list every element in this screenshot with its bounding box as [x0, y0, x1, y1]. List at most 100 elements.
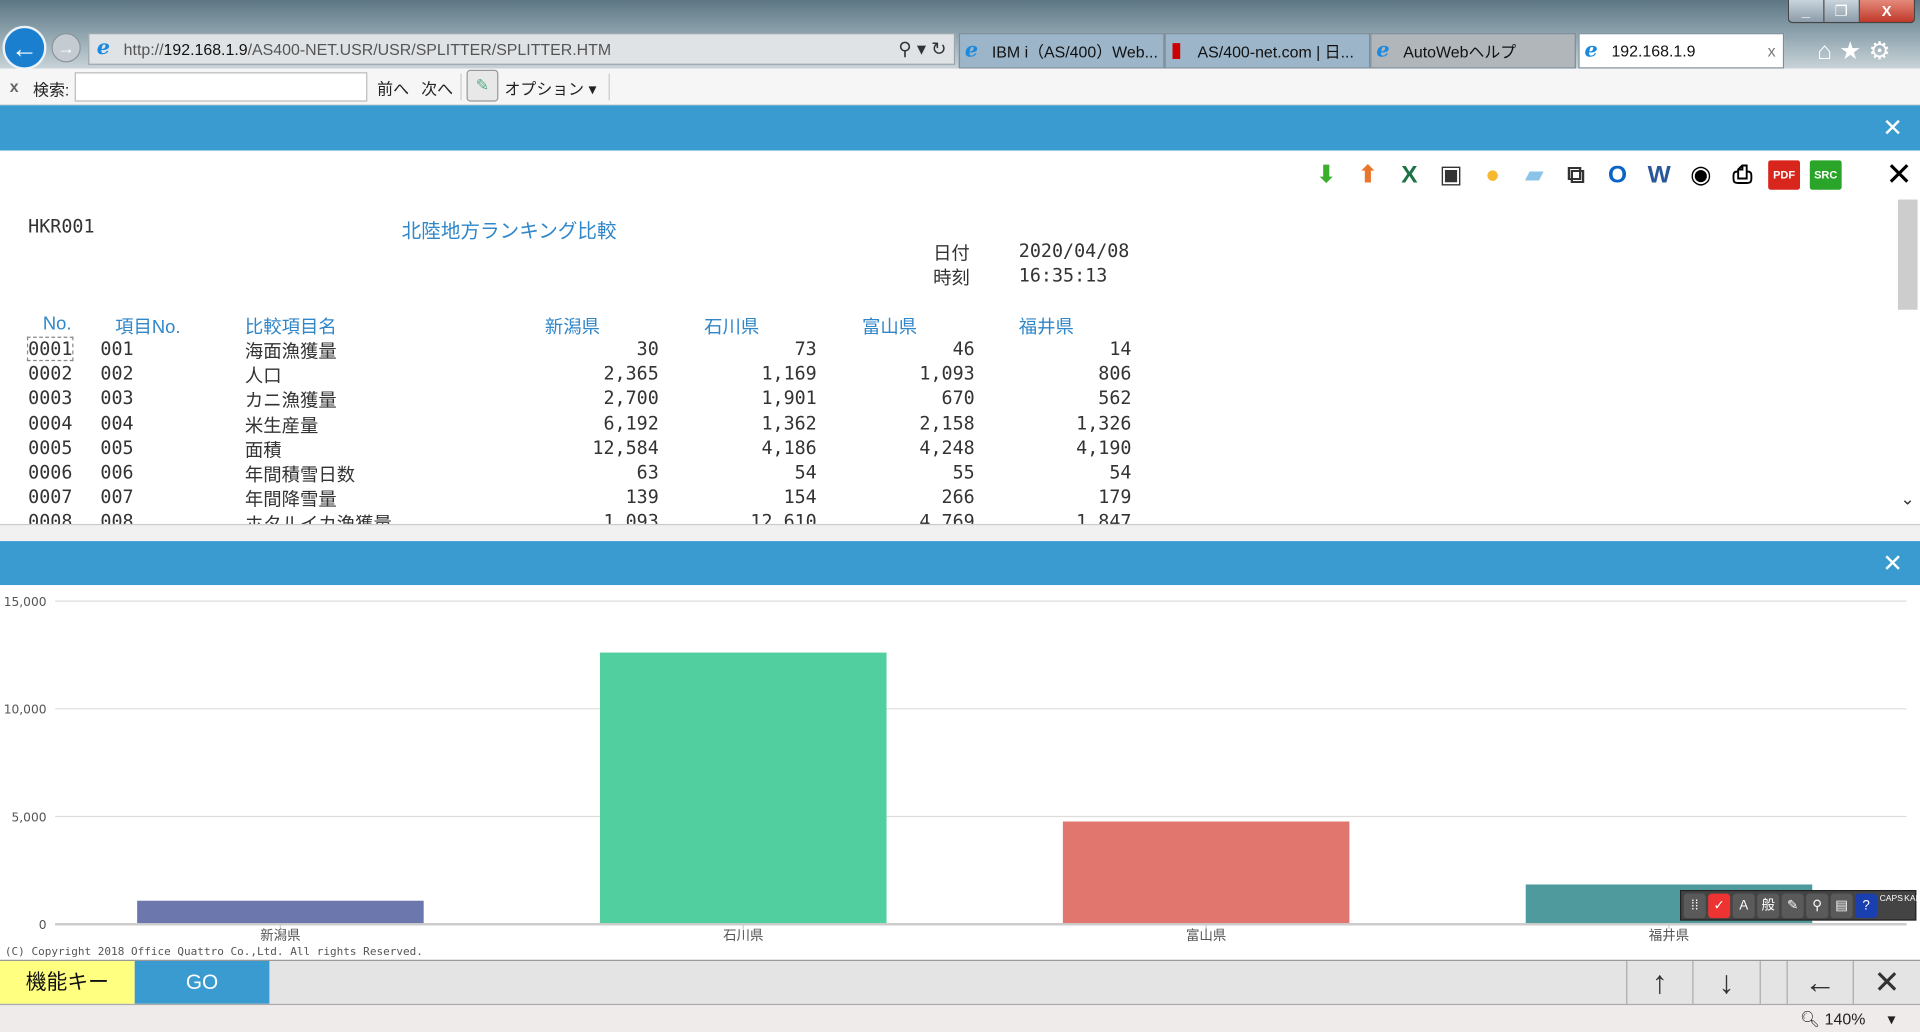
col-header-toyama: 富山県 [862, 317, 918, 338]
exit-button[interactable]: ✕ [1852, 960, 1920, 1004]
table-row[interactable]: 0002 002 人口 2,365 1,169 1,093 806 [0, 363, 1225, 387]
cell: 1,326 [1076, 412, 1132, 435]
close-window-button[interactable]: X [1859, 0, 1914, 23]
cell: 1,901 [761, 387, 817, 410]
page-up-button[interactable]: ↑ [1626, 960, 1692, 1004]
search-refresh-icons[interactable]: ⚲ ▾ ↻ [898, 39, 947, 60]
cell: 562 [1098, 387, 1132, 410]
ime-button[interactable]: 般 [1757, 893, 1780, 918]
url-prefix: http:// [123, 39, 164, 59]
forward-button[interactable]: → [51, 33, 81, 63]
ime-button[interactable]: ⚲ [1806, 893, 1829, 918]
cell: 266 [941, 486, 975, 509]
cell: 179 [1098, 486, 1132, 509]
scrollbar-thumb[interactable] [1897, 199, 1918, 310]
col-header-fukui: 福井県 [1018, 317, 1074, 338]
cell: 0004 [28, 412, 73, 435]
image-monitor-icon[interactable]: ▣ [1439, 161, 1463, 189]
find-next-button[interactable]: 次へ [421, 79, 454, 98]
close-chart-panel-icon[interactable]: ✕ [1882, 550, 1903, 578]
tab-label: AS/400-net.com | 日... [1197, 42, 1354, 62]
excel-icon[interactable]: X [1401, 161, 1418, 189]
table-row[interactable]: 0007 007 年間降雪量 139 154 266 179 [0, 486, 1225, 510]
home-favorites-settings-icons[interactable]: ⌂★⚙ [1817, 37, 1898, 65]
src-icon[interactable]: SRC [1809, 160, 1842, 190]
palette-icon[interactable]: ● [1485, 161, 1501, 189]
y-tick-label: 10,000 [4, 703, 47, 717]
url-path: /AS400-NET.USR/USR/SPLITTER/SPLITTER.HTM [247, 39, 612, 59]
y-tick-label: 0 [39, 918, 47, 932]
report-panel-header: ✕ [0, 105, 1920, 151]
vertical-scrollbar[interactable]: ⌄ [1895, 187, 1920, 524]
cell: 2,365 [603, 362, 659, 385]
close-icon[interactable]: ✕ [1885, 155, 1913, 193]
tab-as400net[interactable]: ▮ AS/400-net.com | 日... [1164, 33, 1371, 69]
time-value: 16:35:13 [1018, 264, 1108, 287]
find-options-button[interactable]: オプション ▾ [504, 79, 597, 98]
back-button[interactable]: ← [2, 25, 47, 70]
cell: 12,610 [750, 510, 817, 524]
table-row[interactable]: 0001 001 海面漁獲量 30 73 46 14 [0, 336, 1225, 362]
pdf-icon[interactable]: PDF [1768, 160, 1801, 190]
tab-strip: e IBM i（AS/400）Web... ▮ AS/400-net.com | 日… [958, 33, 1785, 69]
cell: 人口 [244, 365, 282, 388]
ime-caps: CAPS [1879, 894, 1903, 903]
ime-button[interactable]: ⁞⁞ [1683, 893, 1706, 918]
table-row[interactable]: 0008 008 ホタルイカ漁獲量 1,093 12,610 4,769 1,847 [0, 511, 1225, 524]
url-host: 192.168.1.9 [163, 39, 248, 59]
cell: 139 [625, 486, 659, 509]
printer-icon[interactable]: ⎙ [1732, 161, 1753, 189]
cell: 米生産量 [244, 414, 319, 437]
back-button[interactable]: ← [1786, 960, 1853, 1004]
scroll-down-icon[interactable]: ⌄ [1900, 488, 1915, 509]
cell: 4,248 [919, 436, 975, 459]
find-close-icon[interactable]: x [9, 77, 19, 96]
restore-button[interactable]: ❐ [1824, 0, 1860, 23]
cell: 年間積雪日数 [244, 463, 356, 487]
tab-close-icon[interactable]: x [1767, 41, 1776, 60]
ime-button[interactable]: A [1732, 893, 1755, 918]
cell: 0002 [28, 362, 73, 385]
ime-button[interactable]: ? [1855, 893, 1878, 918]
cell: 806 [1098, 362, 1132, 385]
notepad-icon[interactable]: ▰ [1524, 161, 1544, 189]
cell: 4,769 [919, 510, 975, 524]
col-header-niigata: 新潟県 [544, 317, 601, 338]
bar-chart: 0 5,000 10,000 15,000 新潟県 石川県 富山県 福井県 [4, 595, 1907, 944]
cell: 008 [100, 510, 134, 524]
tab-autoweb-help[interactable]: e AutoWebヘルプ [1370, 33, 1576, 69]
camera-icon[interactable]: ◉ [1690, 161, 1712, 189]
date-label: 日付 [933, 242, 970, 265]
cell: 1,093 [603, 510, 659, 524]
ie-icon: e [1584, 37, 1598, 62]
cell: 1,362 [761, 412, 817, 435]
copy-icon[interactable]: ⧉ [1567, 161, 1585, 189]
find-input[interactable] [74, 72, 368, 102]
report-toolbar: ⬇ ⬆ X ▣ ● ▰ ⧉ O W ◉ ⎙ PDF SRC [1310, 160, 1842, 190]
table-row[interactable]: 0004 004 米生産量 6,192 1,362 2,158 1,326 [0, 412, 1225, 436]
page-down-button[interactable]: ↓ [1692, 960, 1759, 1004]
ie-icon: e [96, 35, 110, 60]
zoom-level[interactable]: 🔍︎ 140% ▾ [1800, 1009, 1896, 1029]
download-icon[interactable]: ⬇ [1315, 161, 1337, 189]
address-bar[interactable]: e http://192.168.1.9/AS400-NET.USR/USR/S… [88, 33, 956, 65]
ime-button[interactable]: ✎ [1781, 893, 1804, 918]
outlook-icon[interactable]: O [1608, 161, 1628, 189]
ime-button[interactable]: ✓ [1708, 893, 1731, 918]
go-button[interactable]: GO [134, 960, 270, 1004]
word-icon[interactable]: W [1647, 161, 1671, 189]
tab-current[interactable]: e 192.168.1.9 x [1578, 33, 1785, 69]
table-row[interactable]: 0006 006 年間積雪日数 63 54 55 54 [0, 462, 1225, 486]
splitter[interactable] [0, 523, 1920, 542]
function-key-button[interactable]: 機能キー [0, 960, 135, 1004]
close-report-panel-icon[interactable]: ✕ [1882, 115, 1903, 143]
highlight-icon[interactable]: ✎ [466, 69, 499, 102]
find-prev-button[interactable]: 前へ [377, 79, 410, 98]
minimize-button[interactable]: _ [1788, 0, 1825, 23]
table-row[interactable]: 0005 005 面積 12,584 4,186 4,248 4,190 [0, 437, 1225, 461]
table-row[interactable]: 0003 003 カニ漁獲量 2,700 1,901 670 562 [0, 387, 1225, 411]
ime-button[interactable]: ▤ [1830, 893, 1853, 918]
upload-icon[interactable]: ⬆ [1357, 161, 1379, 189]
copyright: (C) Copyright 2018 Office Quattro Co.,Lt… [4, 946, 423, 959]
tab-ibmi[interactable]: e IBM i（AS/400）Web... [958, 33, 1165, 69]
